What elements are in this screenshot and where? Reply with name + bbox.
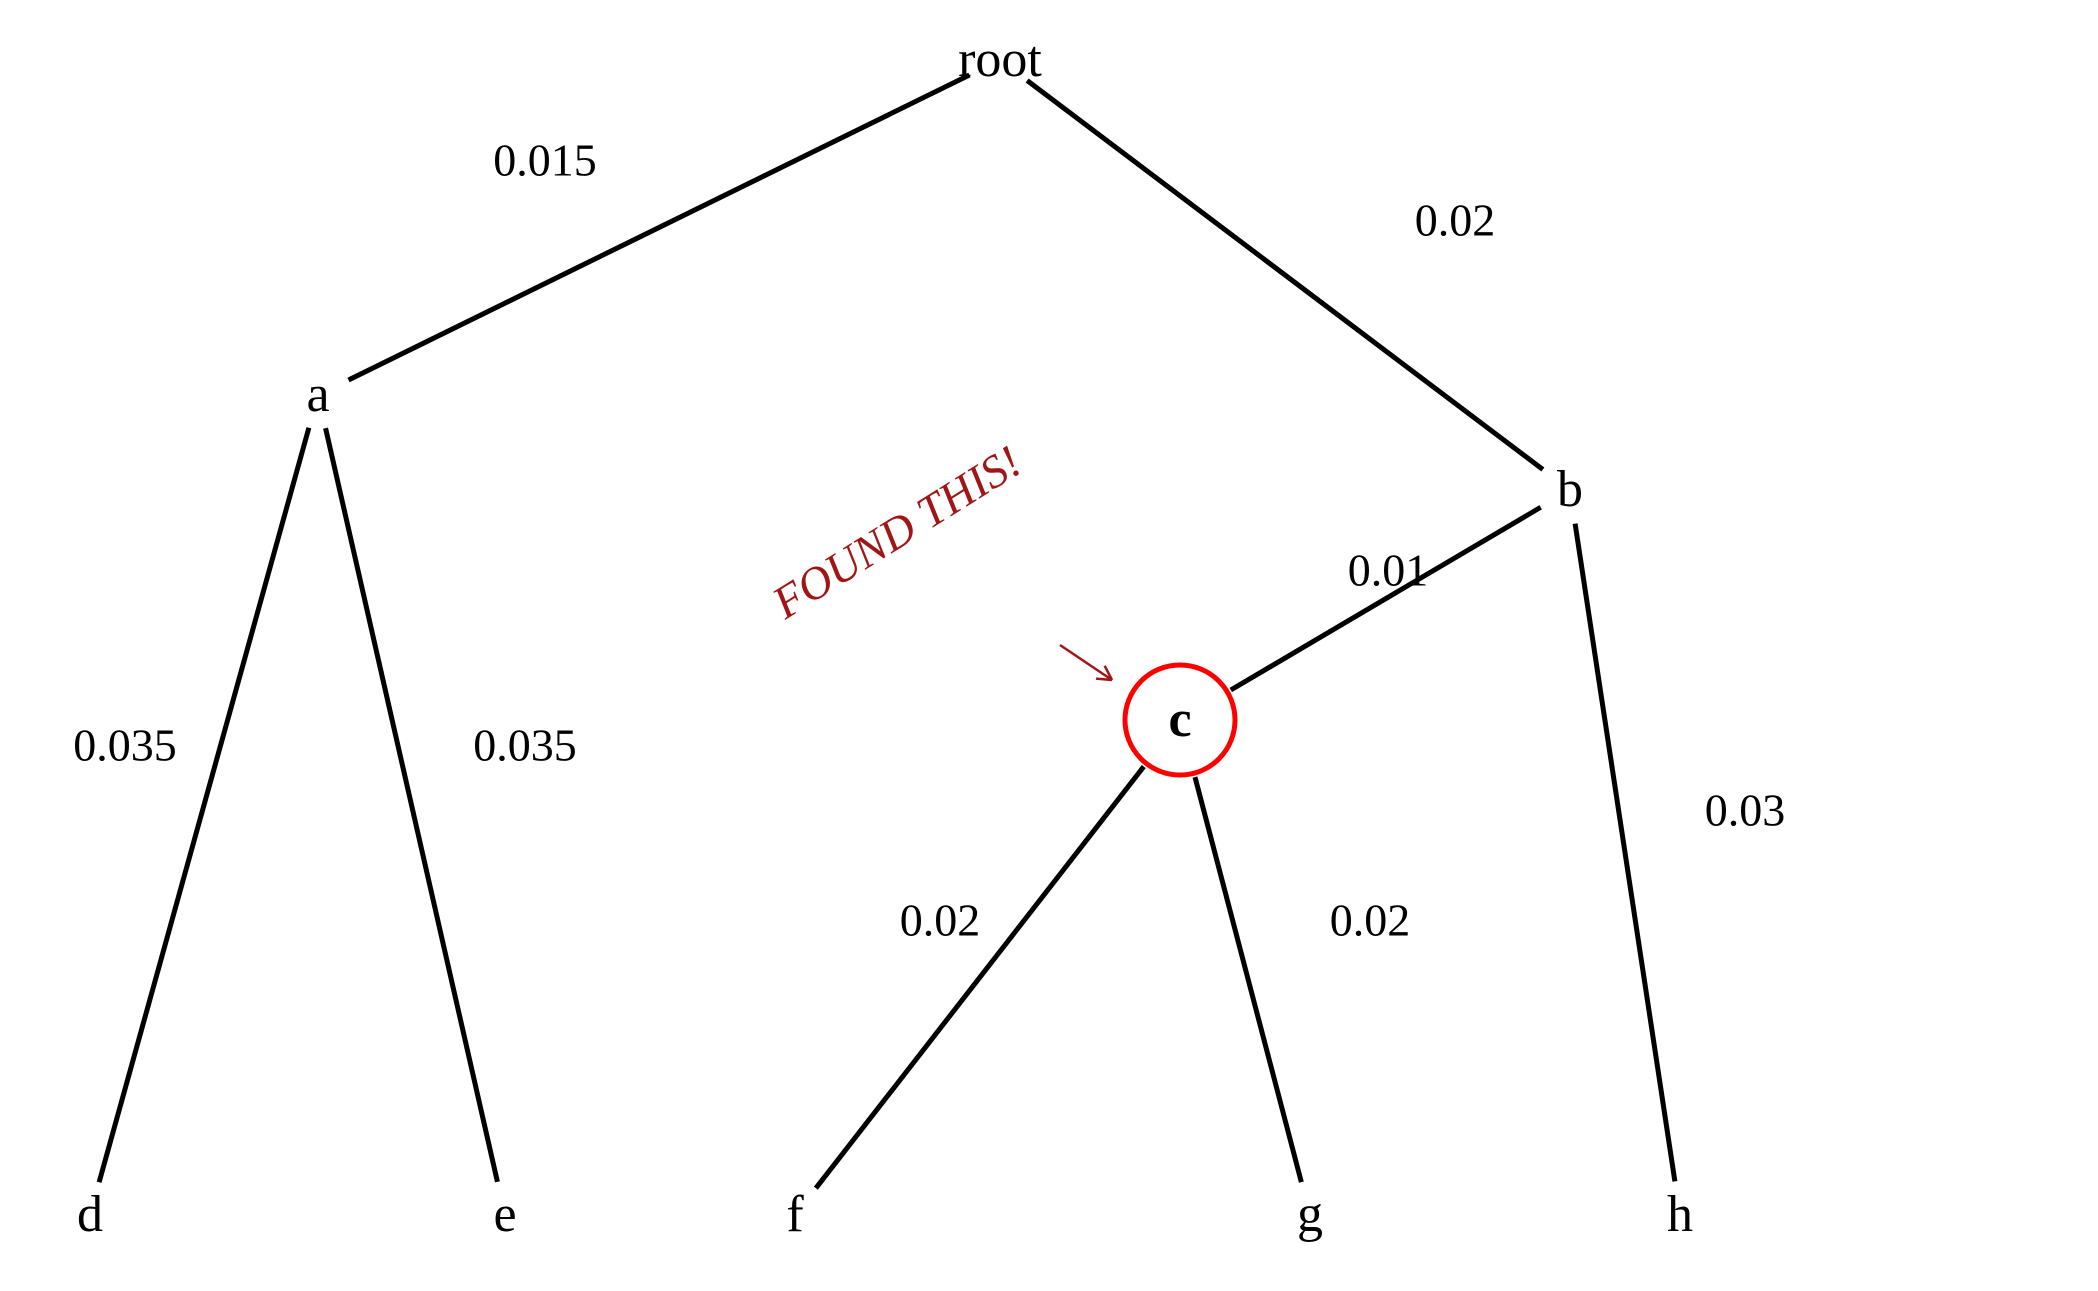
- edge-b-c: [1231, 507, 1541, 690]
- edge-label-a-e: 0.035: [473, 720, 577, 771]
- edge-root-a: [349, 75, 970, 380]
- node-f: f: [786, 1186, 804, 1243]
- node-h: h: [1667, 1186, 1693, 1243]
- edge-label-root-b: 0.02: [1415, 195, 1496, 246]
- edge-a-e: [326, 428, 498, 1182]
- edge-label-a-d: 0.035: [73, 720, 177, 771]
- edge-label-c-g: 0.02: [1330, 895, 1411, 946]
- edge-label-root-a: 0.015: [493, 135, 597, 186]
- node-b: b: [1557, 461, 1583, 518]
- annotation-arrow-head: [1096, 679, 1112, 680]
- edge-a-d: [99, 428, 309, 1182]
- node-g: g: [1297, 1186, 1323, 1243]
- edge-b-h: [1575, 524, 1675, 1182]
- annotation-found-this: FOUND THIS!: [763, 435, 1030, 628]
- node-a: a: [306, 366, 329, 423]
- edge-root-b: [1027, 80, 1543, 469]
- edge-label-c-f: 0.02: [900, 895, 981, 946]
- node-d: d: [77, 1186, 103, 1243]
- node-root: root: [958, 31, 1042, 88]
- edge-c-f: [816, 767, 1144, 1189]
- edge-label-b-h: 0.03: [1705, 785, 1786, 836]
- annotation-text: FOUND THIS!: [763, 435, 1030, 628]
- annotation-arrow-line: [1060, 645, 1112, 680]
- edge-c-g: [1195, 777, 1301, 1182]
- edge-label-b-c: 0.01: [1348, 545, 1429, 596]
- node-c: c: [1168, 691, 1191, 748]
- node-e: e: [493, 1186, 516, 1243]
